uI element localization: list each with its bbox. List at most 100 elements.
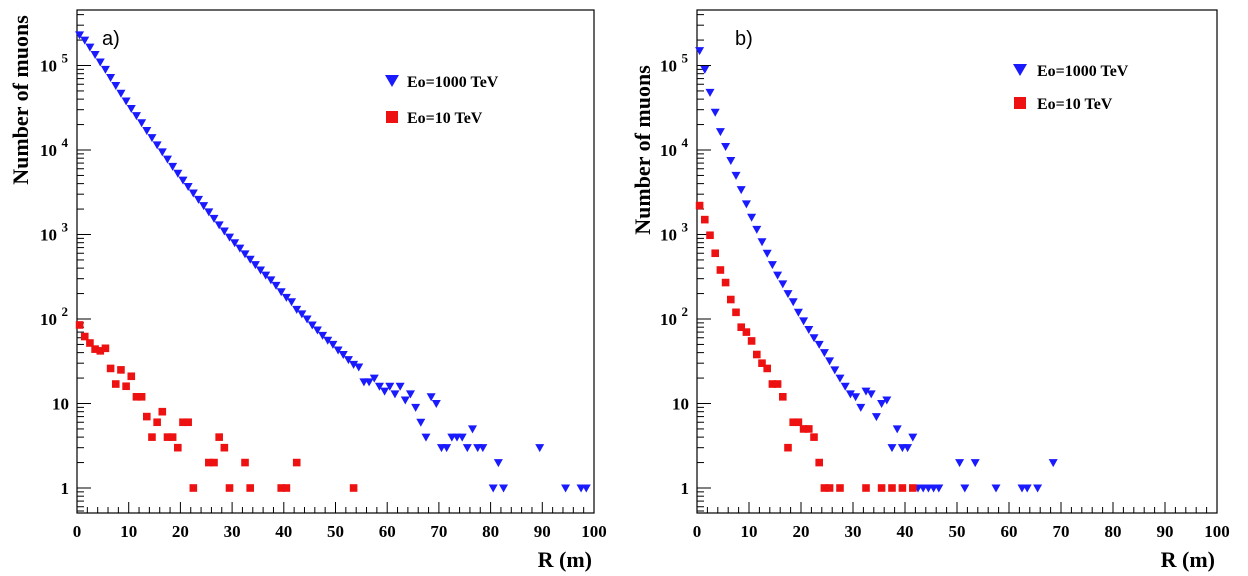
data-point-1000tev [405,390,415,399]
y-tick-exponent: 2 [682,304,689,319]
data-point-1000tev [235,244,245,253]
data-point-10tev [799,425,808,433]
data-point-1000tev [835,374,845,383]
legend: Eo=1000 TeV Eo=10 TeV [385,74,499,127]
data-point-1000tev [178,176,188,185]
data-point-10tev [153,418,161,427]
data-point-10tev [862,484,870,492]
data-point-1000tev [333,346,343,355]
x-tick-label: 10 [741,522,758,541]
legend-label: Eo=10 TeV [1037,96,1113,113]
x-tick-label: 40 [897,522,914,541]
data-point-10tev [142,412,151,421]
legend-marker-square [386,111,398,123]
y-tick-label: 10 [660,141,677,160]
data-point-1000tev [871,413,881,422]
data-point-1000tev [804,326,814,335]
data-point-1000tev [411,403,421,412]
data-point-10tev [137,393,146,401]
data-point-1000tev [778,280,788,289]
data-point-10tev [80,332,89,341]
data-point-1000tev [188,189,198,198]
data-point-1000tev [111,81,121,90]
x-tick-label: 30 [224,522,241,541]
x-tick-label: 90 [1157,522,1174,541]
data-point-1000tev [240,250,250,259]
data-point-1000tev [851,393,861,402]
legend-label: Eo=1000 TeV [407,74,499,91]
data-point-1000tev [225,233,235,242]
data-point-10tev [174,443,182,452]
x-tick-label: 60 [1001,522,1018,541]
data-point-1000tev [214,221,224,230]
y-tick-exponent: 5 [682,51,689,66]
data-point-10tev [246,484,254,492]
data-point-1000tev [773,271,783,280]
data-point-1000tev [142,127,152,136]
data-point-10tev [784,443,792,452]
data-point-1000tev [861,387,871,396]
data-point-10tev [716,266,725,274]
data-point-10tev [117,366,125,374]
data-marks [695,47,1058,493]
x-tick-label: 0 [73,522,82,541]
data-point-1000tev [307,321,317,330]
data-point-1000tev [250,261,260,270]
data-point-1000tev [431,400,441,408]
y-tick-exponent: 3 [682,220,689,235]
data-point-1000tev [75,31,85,40]
data-point-1000tev [970,459,980,468]
x-tick-label: 90 [534,522,551,541]
data-point-1000tev [137,119,147,128]
data-point-10tev [825,484,834,492]
data-point-1000tev [162,155,172,164]
data-point-1000tev [809,334,819,343]
data-point-1000tev [421,433,431,442]
y-tick-label: 1 [61,479,70,498]
data-point-1000tev [312,326,322,335]
data-point-1000tev [767,261,777,270]
y-tick-exponent: 4 [62,135,69,150]
data-point-10tev [773,380,782,388]
legend-label: Eo=10 TeV [407,110,483,127]
data-point-1000tev [266,276,276,285]
data-point-1000tev [126,104,136,113]
data-point-1000tev [581,484,591,493]
data-point-10tev [111,380,120,388]
data-point-1000tev [121,97,131,106]
y-axis-label: Number of muons [8,15,33,185]
x-tick-label: 0 [693,522,702,541]
data-point-10tev [101,344,110,353]
data-point-10tev [349,484,358,492]
data-point-1000tev [85,43,95,52]
data-point-1000tev [95,58,105,67]
x-tick-label: 20 [793,522,810,541]
data-point-10tev [168,433,177,441]
y-tick-label: 10 [660,226,677,245]
data-point-1000tev [1022,484,1032,493]
data-point-1000tev [561,484,571,493]
legend-entry-10tev: Eo=10 TeV [386,110,483,127]
data-point-10tev [122,382,130,391]
data-point-10tev [815,458,823,467]
data-point-10tev [706,231,714,240]
data-point-1000tev [168,162,178,171]
legend-entry-10tev: Eo=10 TeV [1014,96,1113,113]
data-point-1000tev [395,382,405,391]
data-point-1000tev [364,378,374,387]
data-point-10tev [148,433,156,441]
data-point-1000tev [882,396,892,405]
data-point-1000tev [840,382,850,391]
data-point-10tev [768,380,777,388]
data-point-1000tev [731,171,741,180]
data-point-1000tev [374,382,384,391]
data-point-1000tev [442,444,452,453]
data-point-1000tev [281,293,291,302]
x-tick-label: 50 [327,522,344,541]
legend-marker-triangle [1013,64,1027,76]
data-point-10tev [75,321,84,329]
data-point-1000tev [747,213,757,222]
data-point-1000tev [338,351,348,360]
y-tick-label: 10 [40,226,57,245]
